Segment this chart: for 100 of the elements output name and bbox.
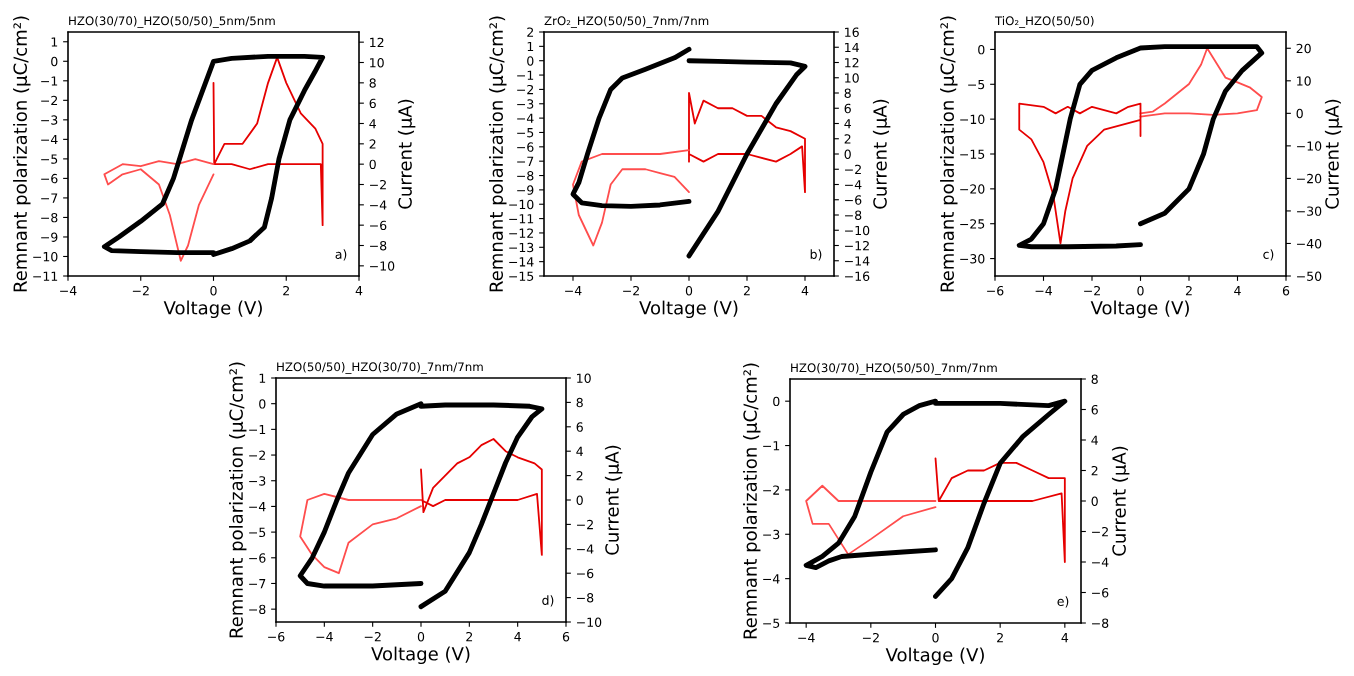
y-tick-label: −6 [41, 173, 58, 184]
y2-tick-label: −6 [1092, 587, 1109, 598]
x-axis-title: Voltage (V) [163, 300, 262, 319]
y-tick-label: −6 [517, 142, 534, 152]
chart-title: HZO(50/50)_HZO(30/70)_7nm/7nm [277, 362, 483, 374]
y2-tick-label: 8 [576, 397, 583, 408]
y-tick-label: −4 [517, 113, 534, 123]
y-tick-label: 2 [527, 27, 534, 37]
y2-tick-label: 4 [576, 446, 583, 456]
x-tick-label: 4 [355, 286, 363, 296]
x-axis-title: Voltage (V) [1090, 300, 1189, 319]
y-tick-label: −20 [960, 184, 985, 194]
y-tick-label: 0 [773, 396, 780, 407]
y-tick-label: 0 [978, 44, 985, 55]
x-tick-label: −4 [1035, 286, 1053, 296]
y2-tick-label: −8 [370, 240, 387, 251]
y2-tick-label: −4 [577, 544, 594, 554]
y2-tick-label: 6 [844, 103, 851, 114]
y2-tick-label: 8 [1091, 374, 1098, 384]
y-tick-label: −3 [249, 476, 266, 486]
x-tick-label: −2 [132, 285, 149, 296]
x-axis-title: Voltage (V) [639, 300, 738, 319]
x-tick-label: 0 [1137, 285, 1144, 296]
x-tick-label: 2 [466, 631, 473, 642]
y-tick-label: −5 [763, 618, 780, 628]
y-tick-label: 0 [51, 56, 58, 67]
x-tick-label: 6 [1282, 285, 1290, 296]
x-tick-label: −4 [565, 286, 582, 296]
y-tick-label: −5 [249, 527, 266, 538]
y-tick-label: −4 [249, 502, 266, 512]
y-tick-label: −1 [41, 76, 58, 86]
x-tick-label: −4 [60, 286, 77, 296]
y-tick-label: 0 [259, 399, 266, 409]
x-axis-title: Voltage (V) [371, 646, 470, 665]
y2-tick-label: −6 [370, 220, 387, 231]
y-tick-label: −3 [41, 115, 58, 125]
y-axis-title: Remnant polarization (μC/cm²) [228, 362, 247, 638]
y2-tick-label: −2 [370, 179, 386, 190]
y-tick-label: −3 [517, 99, 534, 109]
y2-tick-label: −2 [577, 519, 593, 530]
chart-title: ZrO₂_HZO(50/50)_7nm/7nm [544, 16, 709, 28]
y-axis-title: Remnant polarization (μC/cm²) [13, 16, 31, 292]
y-axis-title: Remnant polarization (μC/cm²) [489, 16, 507, 292]
y2-axis-title: Current (μA) [1111, 446, 1130, 556]
y-tick-label: 1 [51, 37, 58, 47]
y-tick-label: −15 [960, 149, 985, 159]
y2-tick-label: −4 [1092, 557, 1109, 567]
y-tick-label: −2 [763, 485, 780, 495]
y2-tick-label: −6 [577, 568, 594, 579]
y-tick-label: −13 [509, 242, 534, 253]
y2-tick-label: 16 [845, 27, 859, 37]
y-tick-label: −2 [41, 95, 58, 106]
y2-tick-label: −40 [1297, 238, 1322, 249]
y2-axis-title: Current (μA) [604, 445, 623, 555]
y2-tick-label: −4 [370, 200, 387, 210]
y-tick-label: −11 [33, 271, 58, 281]
y-tick-label: −3 [763, 529, 780, 540]
y2-tick-label: −12 [845, 240, 869, 251]
y2-tick-label: 6 [1091, 404, 1098, 415]
y-tick-label: −10 [33, 251, 58, 262]
y-tick-label: −4 [41, 135, 58, 145]
annotation: e) [1057, 596, 1069, 608]
y2-tick-label: 0 [1091, 496, 1098, 506]
x-tick-label: 0 [685, 285, 693, 296]
y2-tick-label: 10 [577, 373, 591, 383]
y-tick-label: −6 [249, 553, 266, 563]
y-tick-label: −9 [517, 185, 534, 195]
x-tick-label: 2 [283, 285, 289, 296]
y2-tick-label: 12 [370, 37, 384, 47]
y2-axis-title: Current (μA) [872, 99, 891, 209]
y2-tick-label: −10 [577, 617, 602, 627]
y2-tick-label: 20 [1296, 43, 1311, 54]
y2-axis-title: Current (μA) [397, 99, 416, 209]
x-tick-label: 0 [932, 632, 939, 643]
y-tick-label: −8 [517, 171, 534, 181]
x-tick-label: 0 [417, 631, 425, 642]
y-tick-label: −12 [509, 228, 534, 238]
y2-tick-label: 14 [845, 42, 859, 52]
y-tick-label: −25 [960, 219, 985, 229]
x-tick-label: −2 [623, 285, 639, 296]
y-tick-label: −4 [763, 574, 780, 584]
y2-tick-label: −30 [1297, 206, 1322, 216]
y-tick-label: −5 [968, 79, 985, 90]
y-tick-label: −15 [509, 271, 534, 281]
y-tick-label: −11 [509, 214, 534, 224]
x-tick-label: −2 [862, 632, 879, 643]
x-tick-label: −2 [364, 631, 381, 642]
y2-tick-label: −10 [845, 225, 870, 236]
x-tick-label: 4 [1061, 633, 1069, 643]
y-tick-label: −10 [509, 199, 534, 210]
y2-tick-label: 4 [1091, 435, 1098, 445]
y-tick-label: −10 [960, 114, 985, 125]
y2-tick-label: 8 [369, 78, 376, 88]
x-tick-label: 6 [562, 631, 570, 642]
y2-tick-label: 6 [369, 98, 376, 109]
x-tick-label: −4 [798, 633, 815, 643]
x-tick-label: 4 [514, 632, 521, 642]
x-tick-label: −6 [987, 285, 1004, 296]
y2-tick-label: 0 [1296, 108, 1303, 119]
annotation: c) [1263, 249, 1274, 261]
